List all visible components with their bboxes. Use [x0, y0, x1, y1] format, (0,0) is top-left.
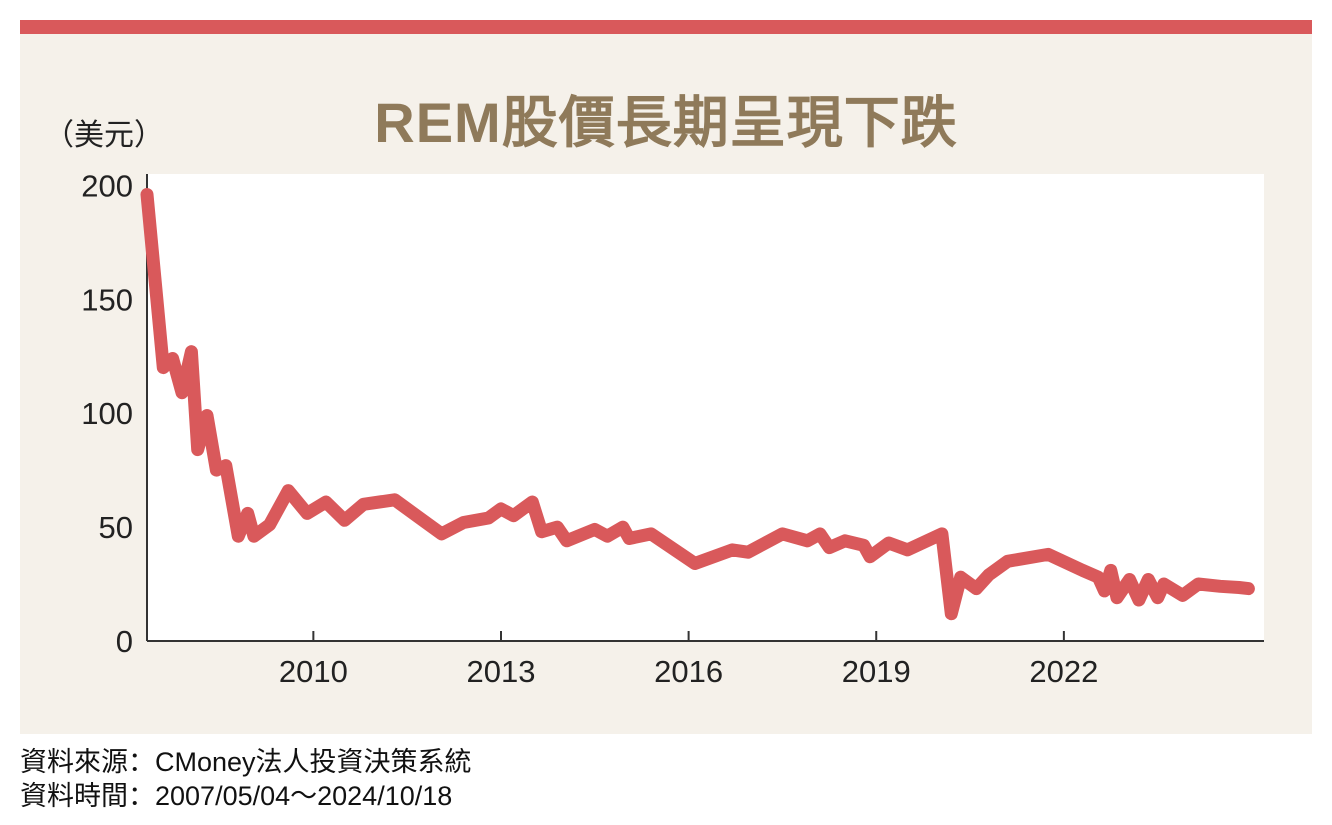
x-tick-label: 2016	[654, 654, 723, 689]
top-accent-bar	[20, 20, 1312, 34]
y-axis-unit-label: （美元）	[44, 119, 164, 152]
x-tick-label: 2010	[279, 654, 348, 689]
x-tick-label: 2013	[467, 654, 536, 689]
x-tick-marks	[312, 631, 1065, 641]
x-tick-label: 2019	[842, 654, 911, 689]
data-period-line: 資料時間：2007/05/04～2024/10/18	[20, 781, 453, 811]
x-tick-label: 2022	[1029, 654, 1098, 689]
y-tick-label: 50	[99, 510, 133, 545]
chart-title: REM股價長期呈現下跌	[374, 91, 958, 154]
y-tick-label: 200	[81, 168, 133, 203]
y-tick-label: 100	[81, 396, 133, 431]
y-tick-labels: 0 50 100 150 200	[81, 168, 133, 659]
y-tick-label: 150	[81, 282, 133, 317]
x-tick-labels: 2010 2013 2016 2019 2022	[279, 654, 1098, 689]
source-line: 資料來源：CMoney法人投資決策系統	[20, 747, 472, 777]
y-tick-label: 0	[116, 624, 133, 659]
rem-price-line	[140, 188, 1255, 621]
